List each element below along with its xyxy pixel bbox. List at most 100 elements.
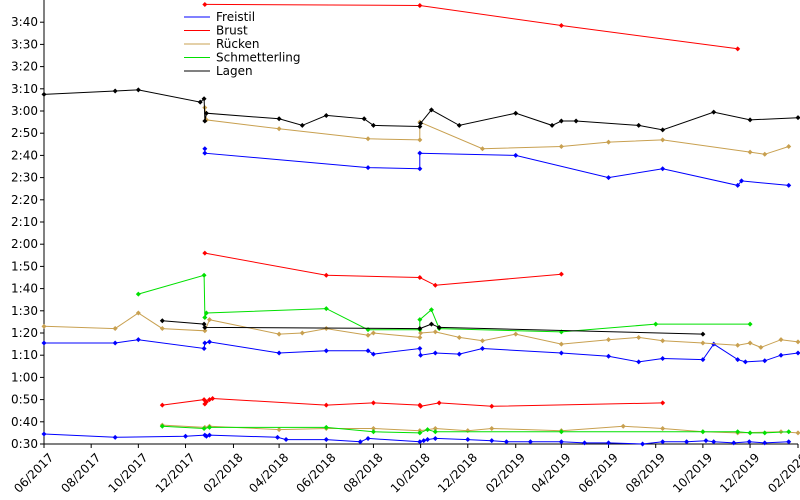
data-point <box>370 425 376 431</box>
y-tick-label: 1:10 <box>11 348 38 362</box>
data-point <box>620 423 626 429</box>
data-point <box>735 342 741 348</box>
data-point <box>606 139 612 145</box>
y-tick-label: 3:20 <box>11 60 38 74</box>
y-tick-label: 1:00 <box>11 370 38 384</box>
data-point <box>711 109 717 115</box>
data-point <box>283 437 289 443</box>
data-point <box>323 112 329 118</box>
y-tick-label: 3:10 <box>11 82 38 96</box>
data-point <box>606 440 612 446</box>
data-point <box>323 437 329 443</box>
data-point <box>795 430 800 436</box>
data-point <box>731 440 737 446</box>
data-point <box>201 272 207 278</box>
data-point <box>795 339 800 345</box>
x-tick-label: 12/2019 <box>717 450 762 495</box>
y-tick-label: 2:40 <box>11 148 38 162</box>
data-point <box>135 310 141 316</box>
legend-label: Freistil <box>216 10 255 24</box>
x-tick-label: 04/2018 <box>246 450 291 495</box>
data-point <box>202 118 208 124</box>
data-point <box>417 326 423 332</box>
data-point <box>456 334 462 340</box>
data-point <box>660 338 666 344</box>
data-point <box>432 350 438 356</box>
x-tick-label: 10/2019 <box>670 450 715 495</box>
y-tick-label: 2:10 <box>11 215 38 229</box>
data-point <box>417 137 423 143</box>
data-point <box>735 182 741 188</box>
data-point <box>558 341 564 347</box>
data-point <box>742 359 748 365</box>
data-point <box>660 137 666 143</box>
data-point <box>112 326 118 332</box>
data-point <box>418 403 424 409</box>
series-line <box>44 339 799 363</box>
x-axis: 06/2017 08/2017 10/2017 12/2017 02/2018 04/20… <box>11 444 800 496</box>
data-point <box>323 272 329 278</box>
data-point <box>700 357 706 363</box>
data-point <box>786 439 792 445</box>
data-point <box>203 110 209 116</box>
data-point <box>465 437 471 443</box>
data-point <box>747 149 753 155</box>
data-point <box>370 429 376 435</box>
data-point <box>206 317 212 323</box>
data-point <box>660 425 666 431</box>
data-point <box>201 425 207 431</box>
data-point <box>489 403 495 409</box>
y-tick-label: 0:50 <box>11 393 38 407</box>
data-point <box>275 434 281 440</box>
data-point <box>417 334 423 340</box>
data-point <box>361 116 367 122</box>
x-tick-label: 08/2019 <box>623 450 668 495</box>
data-point <box>684 439 690 445</box>
data-point <box>417 346 423 352</box>
data-point <box>418 120 424 126</box>
data-point <box>276 427 282 433</box>
legend-label: Schmetterling <box>216 51 301 65</box>
x-tick-label: 10/2018 <box>388 450 433 495</box>
data-point <box>365 136 371 142</box>
data-point <box>660 166 666 172</box>
data-point <box>735 357 741 363</box>
data-point <box>201 321 207 327</box>
data-point <box>206 432 212 438</box>
data-point <box>513 152 519 158</box>
series-schmetterling <box>135 272 792 436</box>
data-point <box>700 331 706 337</box>
data-point <box>323 402 329 408</box>
data-point <box>456 351 462 357</box>
data-point <box>370 122 376 128</box>
data-point <box>479 346 485 352</box>
data-point <box>700 340 706 346</box>
data-point <box>456 122 462 128</box>
data-point <box>357 439 363 445</box>
data-point <box>432 282 438 288</box>
legend-label: Lagen <box>216 64 253 78</box>
data-point <box>746 439 752 445</box>
data-point <box>762 440 768 446</box>
data-point <box>202 1 208 7</box>
x-tick-label: 08/2018 <box>341 450 386 495</box>
data-point <box>558 144 564 150</box>
data-point <box>795 350 800 356</box>
y-tick-label: 2:50 <box>11 126 38 140</box>
data-point <box>479 146 485 152</box>
data-point <box>762 151 768 157</box>
data-point <box>465 428 471 434</box>
data-point <box>202 250 208 256</box>
data-point <box>778 352 784 358</box>
data-point <box>660 356 666 362</box>
data-point <box>323 348 329 354</box>
data-point <box>558 271 564 277</box>
data-point <box>201 96 207 102</box>
data-point <box>276 116 282 122</box>
data-point <box>700 429 706 435</box>
data-point <box>201 346 207 352</box>
data-point <box>112 88 118 94</box>
data-point <box>762 358 768 364</box>
